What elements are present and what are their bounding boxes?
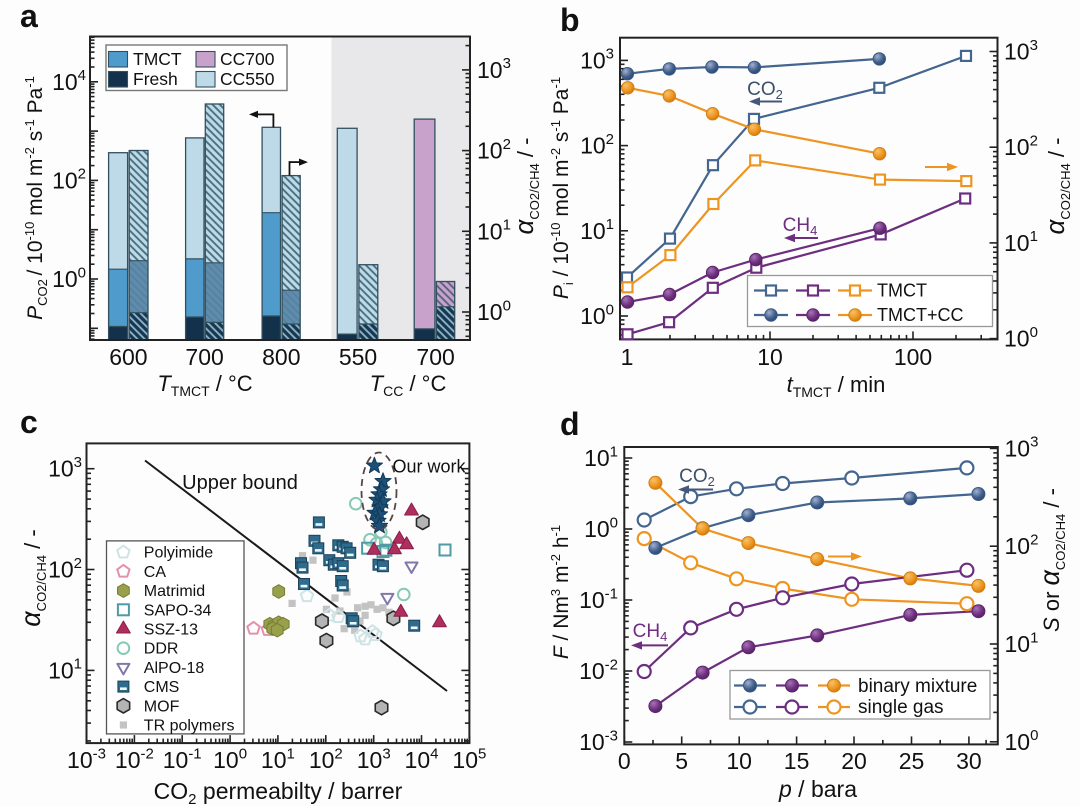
svg-text:p / bara: p / bara (778, 776, 857, 802)
svg-text:TMCT: TMCT (133, 49, 182, 69)
svg-text:550: 550 (339, 344, 377, 370)
svg-text:600: 600 (109, 344, 147, 370)
svg-text:TCC / °C: TCC / °C (370, 371, 447, 399)
svg-text:10-1: 10-1 (163, 745, 202, 773)
svg-text:a: a (20, 0, 38, 34)
svg-text:0: 0 (618, 748, 631, 774)
svg-text:101: 101 (48, 656, 82, 684)
svg-text:20: 20 (841, 748, 867, 774)
svg-text:CH4: CH4 (633, 621, 668, 644)
svg-text:CO2: CO2 (679, 466, 715, 489)
svg-text:CA: CA (144, 564, 167, 581)
svg-text:c: c (20, 404, 38, 440)
svg-text:MOF: MOF (144, 698, 180, 715)
svg-text:Polyimide: Polyimide (144, 545, 213, 562)
svg-text:10: 10 (757, 344, 783, 370)
svg-text:CC550: CC550 (220, 69, 275, 89)
svg-text:CO2: CO2 (747, 79, 783, 102)
svg-text:CC700: CC700 (220, 49, 275, 69)
svg-text:TMCT+CC: TMCT+CC (877, 305, 964, 325)
svg-text:Our work: Our work (393, 457, 467, 477)
svg-text:CO2 permeabilty / barrer: CO2 permeabilty / barrer (154, 778, 403, 806)
svg-text:SAPO-34: SAPO-34 (144, 602, 212, 619)
svg-text:5: 5 (675, 748, 688, 774)
svg-text:1: 1 (621, 344, 634, 370)
svg-text:binary mixture: binary mixture (858, 676, 977, 697)
svg-text:Upper bound: Upper bound (182, 472, 298, 494)
svg-text:700: 700 (416, 344, 454, 370)
svg-text:b: b (560, 2, 580, 38)
svg-text:700: 700 (185, 344, 223, 370)
svg-text:TTMCT / °C: TTMCT / °C (157, 371, 252, 399)
svg-text:800: 800 (262, 344, 300, 370)
svg-text:102: 102 (48, 555, 82, 583)
svg-text:101: 101 (477, 217, 511, 245)
svg-text:single gas: single gas (858, 697, 944, 718)
svg-text:αCO2/CH4 / -: αCO2/CH4 / - (1040, 138, 1073, 235)
svg-text:10: 10 (726, 748, 752, 774)
svg-text:101: 101 (580, 216, 614, 244)
svg-text:25: 25 (899, 748, 925, 774)
svg-text:d: d (560, 406, 580, 442)
svg-text:CMS: CMS (144, 679, 180, 696)
svg-text:Matrimid: Matrimid (144, 583, 205, 600)
svg-text:αCO2/CH4 / -: αCO2/CH4 / - (16, 529, 49, 626)
svg-text:DDR: DDR (144, 641, 179, 658)
svg-text:Pi / 10-10 mol m-2 s-1 Pa-1: Pi / 10-10 mol m-2 s-1 Pa-1 (548, 77, 576, 299)
svg-text:TMCT: TMCT (877, 281, 927, 301)
svg-text:101: 101 (261, 745, 295, 773)
svg-text:tTMCT / min: tTMCT / min (787, 372, 886, 400)
svg-text:αCO2/CH4 / -: αCO2/CH4 / - (509, 138, 542, 235)
svg-text:CH4: CH4 (783, 215, 818, 238)
svg-text:TR polymers: TR polymers (144, 718, 235, 735)
svg-text:PCO2 / 10-10 mol m-2 s-1 Pa-1: PCO2 / 10-10 mol m-2 s-1 Pa-1 (22, 76, 50, 320)
svg-text:Fresh: Fresh (133, 69, 178, 89)
svg-text:SSZ-13: SSZ-13 (144, 622, 198, 639)
svg-text:AlPO-18: AlPO-18 (144, 660, 205, 677)
svg-text:15: 15 (784, 748, 810, 774)
svg-text:30: 30 (956, 748, 982, 774)
svg-text:100: 100 (894, 344, 932, 370)
